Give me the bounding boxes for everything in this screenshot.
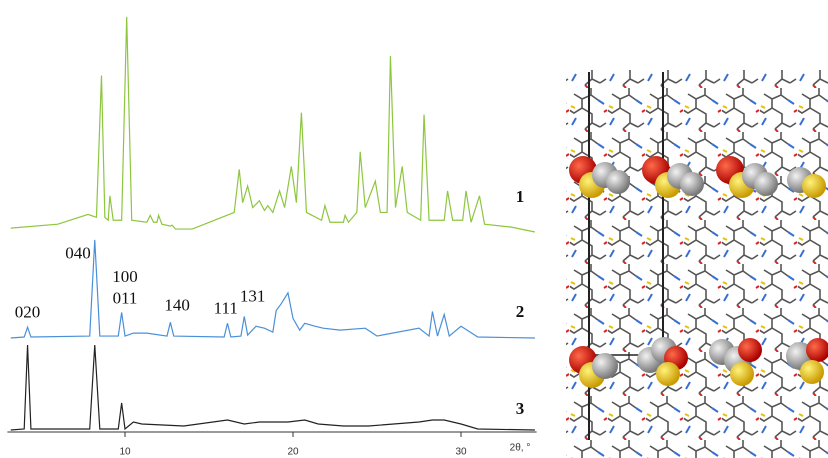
- peak-label: 111: [214, 298, 238, 317]
- pattern-line: [11, 345, 535, 430]
- x-tick-label: 20: [287, 447, 299, 458]
- peak-label: 011: [113, 289, 138, 308]
- chart: 1 2 020 040 100 011 140 111131 3 10 20 30 2θ, °: [0, 0, 828, 458]
- series-label: 2: [516, 302, 525, 321]
- molecule-pattern: [566, 70, 828, 458]
- x-axis-label: 2θ, °: [510, 443, 531, 454]
- peak-label: 140: [164, 296, 190, 315]
- crystal-structure: [566, 70, 828, 458]
- peak-label: 100: [112, 267, 138, 286]
- series-label: 1: [516, 187, 525, 206]
- peak-label: 040: [65, 244, 91, 263]
- x-tick-label: 30: [455, 447, 467, 458]
- x-tick-label: 10: [119, 447, 131, 458]
- series-label: 3: [516, 399, 525, 418]
- pattern-line: [11, 17, 535, 232]
- peak-label: 020: [15, 302, 41, 321]
- figure: 1 2 020 040 100 011 140 111131 3 10 20 30 2θ, °: [0, 0, 828, 458]
- peak-label: 131: [240, 287, 266, 306]
